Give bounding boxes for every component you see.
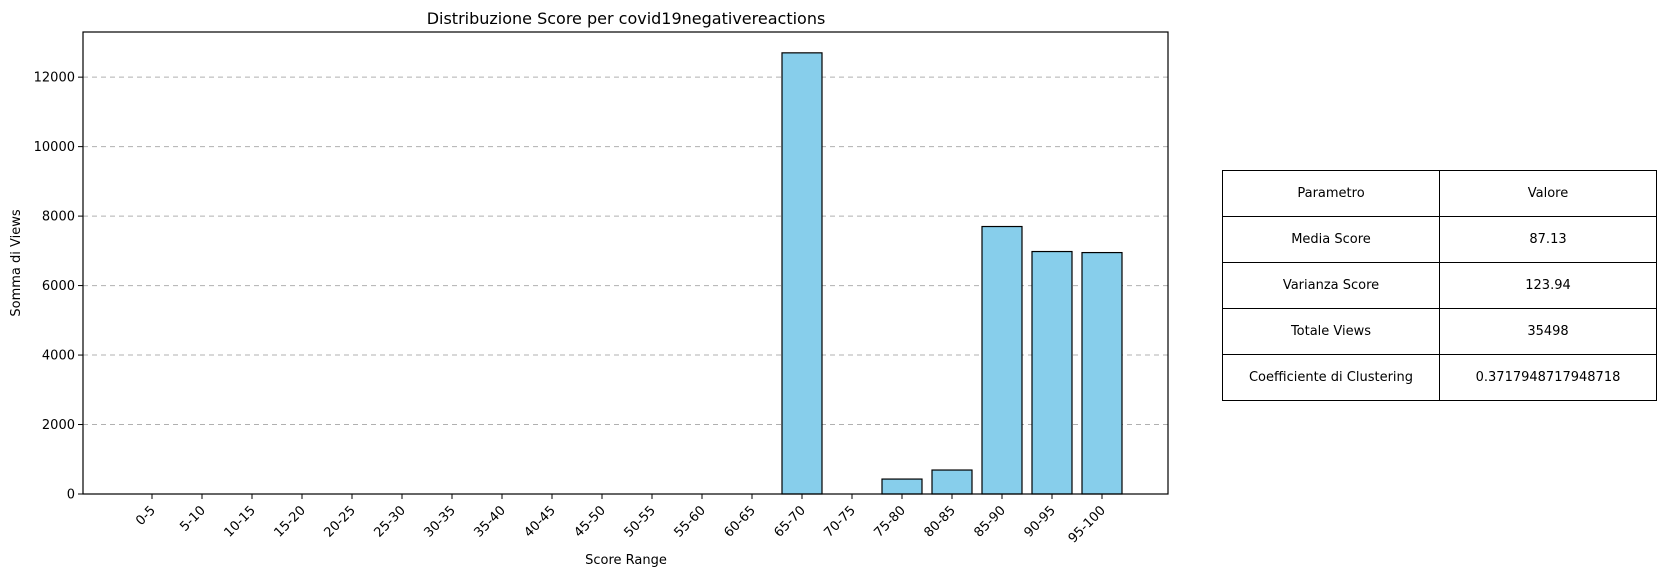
bar-95-100 <box>1081 251 1123 495</box>
y-tick-label: 6000 <box>42 279 75 294</box>
x-tick-label: 50-55 <box>622 503 659 540</box>
table-header-row: Parametro Valore <box>1222 170 1657 217</box>
table-cell-value: 87.13 <box>1439 216 1657 263</box>
x-tick-label: 45-50 <box>572 503 609 540</box>
x-tick-label: 35-40 <box>472 503 509 540</box>
y-axis-ticks: 0 2000 4000 6000 8000 10000 12000 <box>34 71 83 503</box>
table-cell-value: 35498 <box>1439 308 1657 355</box>
bars <box>781 52 1123 495</box>
table-cell-param: Varianza Score <box>1222 262 1440 309</box>
x-tick-label: 75-80 <box>872 503 909 540</box>
x-tick-label: 10-15 <box>222 503 259 540</box>
bar-65-70 <box>781 52 823 495</box>
x-tick-label: 90-95 <box>1022 503 1059 540</box>
table-row: Varianza Score 123.94 <box>1222 262 1657 309</box>
plot-frame <box>82 31 1169 495</box>
table-row: Coefficiente di Clustering 0.37179487179… <box>1222 354 1657 401</box>
x-tick-label: 30-35 <box>422 503 459 540</box>
x-tick-label: 95-100 <box>1066 503 1109 546</box>
x-tick-label: 65-70 <box>772 503 809 540</box>
x-tick-label: 25-30 <box>372 503 409 540</box>
chart-title: Distribuzione Score per covid19negativer… <box>427 9 826 28</box>
bar-90-95 <box>1031 250 1073 495</box>
x-tick-label: 70-75 <box>822 503 859 540</box>
x-tick-label: 0-5 <box>133 503 159 529</box>
y-tick-label: 4000 <box>42 349 75 364</box>
x-axis-label: Score Range <box>585 553 667 568</box>
bar-80-85 <box>931 469 973 495</box>
x-tick-label: 15-20 <box>272 503 309 540</box>
table-header-value: Valore <box>1439 170 1657 217</box>
y-tick-label: 12000 <box>34 71 75 86</box>
x-tick-label: 20-25 <box>322 503 359 540</box>
table-row: Media Score 87.13 <box>1222 216 1657 263</box>
table-cell-value: 0.3717948717948718 <box>1439 354 1657 401</box>
table-cell-param: Media Score <box>1222 216 1440 263</box>
y-axis-label: Somma di Views <box>9 209 24 316</box>
y-tick-label: 0 <box>67 488 75 503</box>
x-axis-ticks: 0-5 5-10 10-15 15-20 20-25 25-30 30-35 35-40 40-… <box>133 494 1109 546</box>
x-tick-label: 60-65 <box>722 503 759 540</box>
y-tick-label: 2000 <box>42 418 75 433</box>
table-cell-value: 123.94 <box>1439 262 1657 309</box>
stats-table: Parametro Valore Media Score 87.13 Varia… <box>1222 170 1657 401</box>
y-tick-label: 10000 <box>34 140 75 155</box>
bar-75-80 <box>881 478 923 495</box>
x-tick-label: 40-45 <box>522 503 559 540</box>
table-header-param: Parametro <box>1222 170 1440 217</box>
x-tick-label: 5-10 <box>177 503 208 534</box>
table-cell-param: Totale Views <box>1222 308 1440 355</box>
y-tick-label: 8000 <box>42 210 75 225</box>
x-tick-label: 85-90 <box>972 503 1009 540</box>
x-tick-label: 55-60 <box>672 503 709 540</box>
bar-85-90 <box>981 225 1023 495</box>
x-tick-label: 80-85 <box>922 503 959 540</box>
table-row: Totale Views 35498 <box>1222 308 1657 355</box>
table-cell-param: Coefficiente di Clustering <box>1222 354 1440 401</box>
